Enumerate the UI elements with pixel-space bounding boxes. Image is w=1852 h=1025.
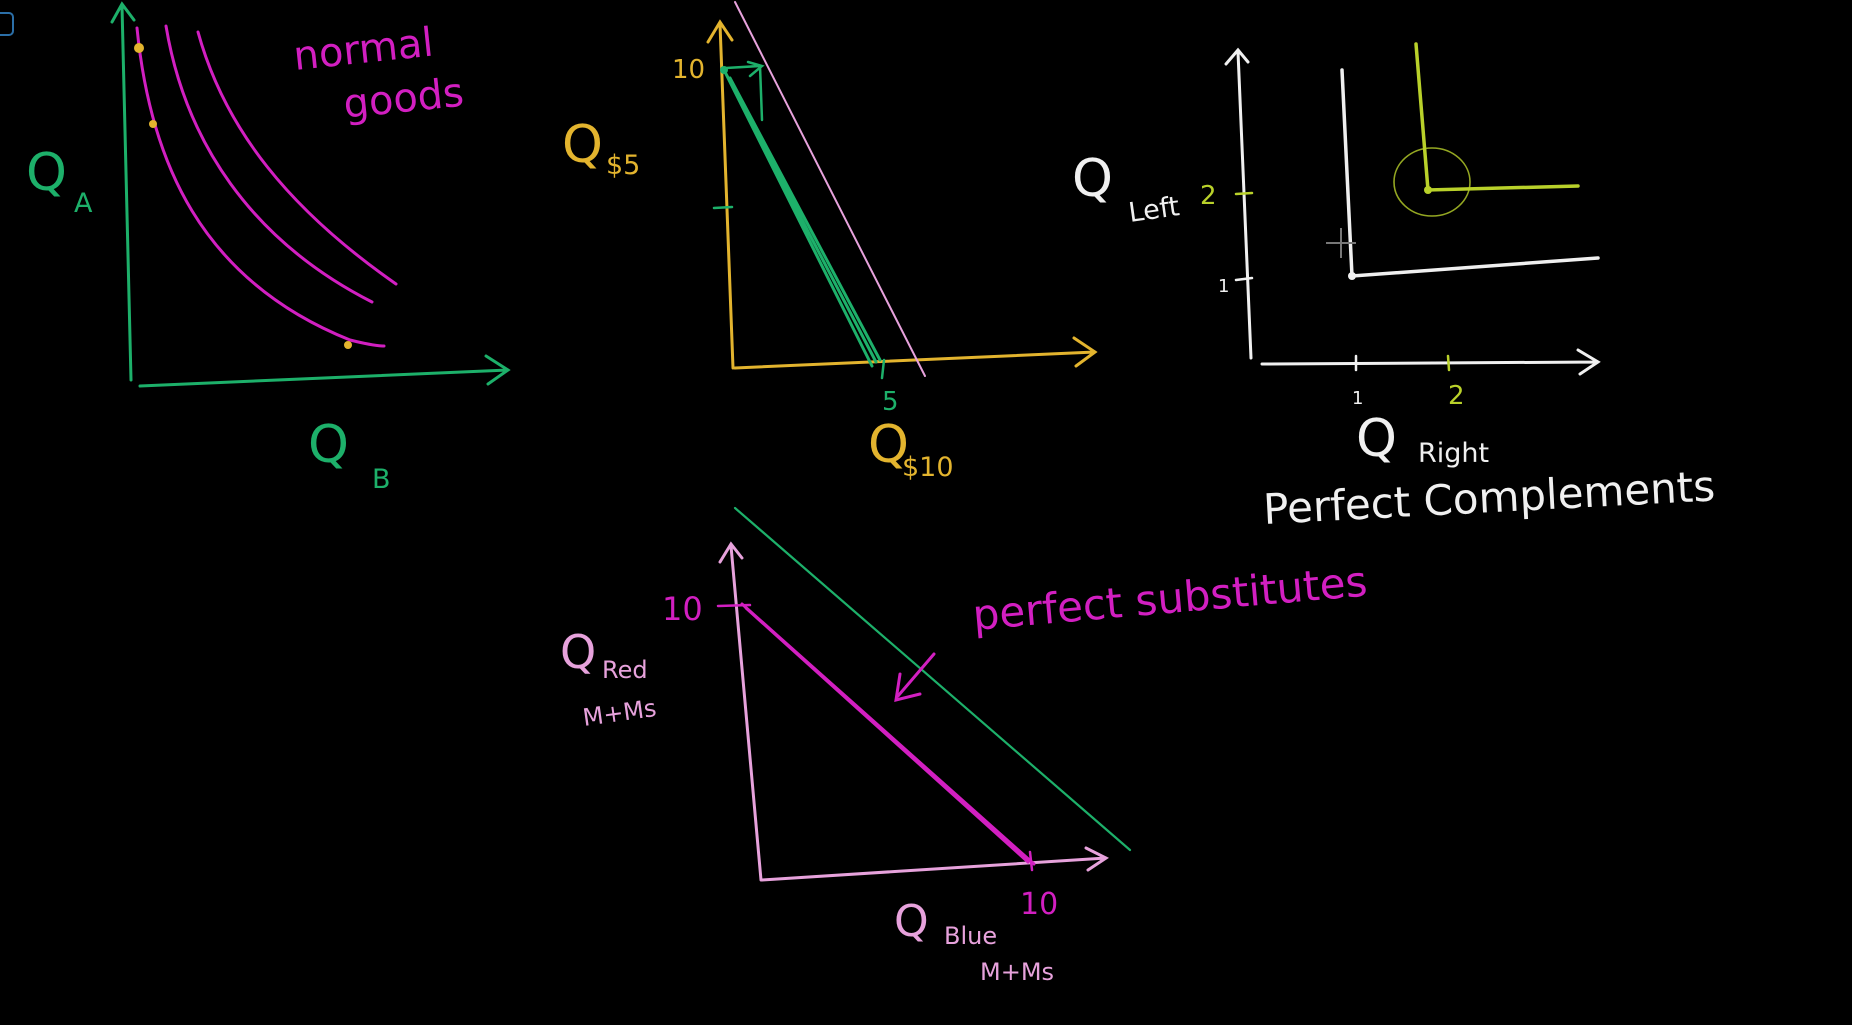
x-axis <box>733 336 1098 370</box>
perfect-complements-caption: Perfect Complements <box>1262 461 1716 534</box>
normal-goods-y-label: Q <box>26 143 67 203</box>
perfect-substitutes-x-tick: 10 <box>1020 887 1058 922</box>
price-budget-y-label-sub: $5 <box>606 150 640 181</box>
budget-line <box>722 68 882 368</box>
corner-handle[interactable] <box>0 12 14 36</box>
y-tick-mark <box>1234 276 1254 282</box>
shift-arrow <box>724 60 765 122</box>
perfect-complements-x-tick-2: 2 <box>1448 381 1465 411</box>
x-axis <box>1260 348 1601 376</box>
corner-point-1 <box>1348 272 1356 280</box>
price-budget-x-label-sub: $10 <box>902 452 954 483</box>
perfect-complements-y-label-sub: Left <box>1127 191 1182 229</box>
perfect-complements-x-label: Q <box>1356 409 1397 469</box>
normal-goods-x-label: Q <box>308 415 349 475</box>
indifference-line <box>740 602 1036 866</box>
price-budget-x-tick: 5 <box>882 387 899 417</box>
higher-indifference-line <box>733 506 1132 852</box>
normal-goods-note-line1: normal <box>291 20 435 80</box>
corner-point-2 <box>1424 186 1432 194</box>
normal-goods-note-line2: goods <box>341 70 466 128</box>
bundle-point <box>344 341 352 349</box>
y-tick-mark <box>1234 191 1254 196</box>
crosshair-cursor <box>1326 228 1356 258</box>
price-budget-y-label: Q <box>562 115 603 175</box>
perfect-substitutes-y-label: Q <box>560 625 596 679</box>
x-axis <box>760 846 1109 882</box>
normal-goods-y-label-sub: A <box>74 188 93 219</box>
x-axis <box>138 354 511 388</box>
perfect-complements-y-tick-2: 2 <box>1200 181 1217 211</box>
normal-goods-x-label-sub: B <box>372 464 391 495</box>
perfect-complements-y-tick-1: 1 <box>1218 276 1229 297</box>
perfect-substitutes-x-label-sub2: M+Ms <box>980 958 1054 986</box>
indifference-curve-l-1 <box>1340 68 1600 278</box>
corner-highlight-circle <box>1393 147 1471 217</box>
y-axis <box>706 19 735 370</box>
x-tick-mark <box>880 358 886 380</box>
indifference-curve-3 <box>196 30 398 286</box>
perfect-substitutes-y-label-sub: Red <box>602 656 648 684</box>
budget-intercept <box>720 66 728 74</box>
perfect-substitutes-diagram <box>716 506 1132 882</box>
perfect-substitutes-x-label: Q <box>894 896 929 947</box>
bundle-point <box>149 120 157 128</box>
perfect-substitutes-note: perfect substitutes <box>971 557 1370 640</box>
y-axis <box>718 541 763 882</box>
price-budget-y-tick: 10 <box>672 55 705 85</box>
price-budget-diagram <box>706 1 1098 380</box>
x-tick-mark <box>1446 354 1451 372</box>
perfect-substitutes-y-label-sub2: M+Ms <box>581 694 658 732</box>
new-budget-line <box>734 1 926 377</box>
price-budget-x-label: Q <box>868 415 909 475</box>
perfect-complements-diagram <box>1224 42 1601 376</box>
y-axis <box>110 1 136 382</box>
y-axis <box>1224 47 1253 360</box>
indifference-curve-l-2 <box>1414 42 1580 192</box>
normal-goods-diagram <box>110 1 511 388</box>
perfect-complements-y-label: Q <box>1072 149 1113 209</box>
pointer-arrow <box>894 652 936 703</box>
y-tick-mark <box>712 205 734 210</box>
perfect-substitutes-y-tick: 10 <box>662 590 703 628</box>
perfect-substitutes-x-label-sub: Blue <box>944 922 997 950</box>
indifference-curve-1 <box>135 26 386 348</box>
bundle-point <box>134 43 144 53</box>
indifference-curve-2 <box>164 24 374 304</box>
perfect-complements-x-label-sub: Right <box>1418 438 1489 469</box>
perfect-complements-x-tick-1: 1 <box>1352 388 1363 409</box>
